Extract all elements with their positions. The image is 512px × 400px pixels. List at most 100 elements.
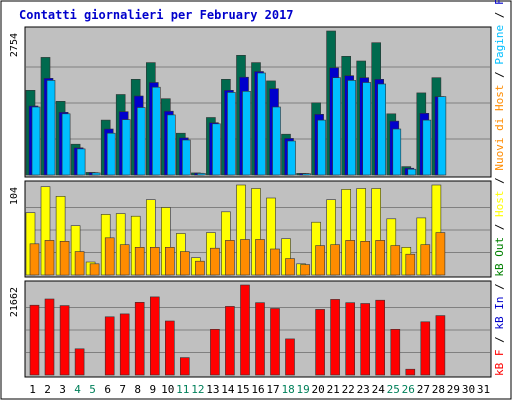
x-tick-label-day-9: 9: [149, 383, 156, 396]
bar-bot-kb-f-day-20: [315, 309, 325, 376]
bar-mid-nuovi-di-host-day-11: [180, 251, 190, 276]
panel-bot: [24, 280, 492, 378]
x-tick-label-day-25: 25: [387, 383, 400, 396]
bar-top-contatti-day-21: [332, 77, 341, 176]
x-tick-label-day-13: 13: [206, 383, 219, 396]
bar-top-contatti-day-25: [392, 128, 402, 176]
bar-mid-nuovi-di-host-day-27: [420, 244, 431, 276]
x-tick-label-day-28: 28: [432, 383, 445, 396]
bar-bot-kb-f-day-8: [134, 301, 145, 376]
bar-mid-nuovi-di-host-day-8: [134, 247, 145, 276]
bar-top-contatti-day-28: [437, 96, 447, 176]
bar-top-contatti-day-11: [182, 139, 191, 176]
x-tick-label-day-6: 6: [104, 383, 111, 396]
bar-bot-kb-f-day-22: [345, 302, 356, 376]
bar-bot-kb-f-day-14: [225, 306, 235, 376]
bar-mid-nuovi-di-host-day-7: [119, 244, 130, 276]
bar-bot-kb-f-day-13: [210, 328, 220, 376]
x-tick-label-day-23: 23: [357, 383, 370, 396]
bar-top-contatti-day-7: [121, 119, 131, 176]
y-max-label-top: 2754: [9, 33, 20, 57]
x-tick-label-day-14: 14: [221, 383, 235, 396]
bar-mid-nuovi-di-host-day-21: [330, 244, 340, 276]
x-tick-label-day-31: 31: [477, 383, 490, 396]
x-tick-label-day-24: 24: [372, 383, 386, 396]
bar-bot-kb-f-day-17: [270, 308, 280, 376]
bar-top-contatti-day-2: [46, 80, 56, 176]
y-max-labels: 2754 104 21662: [9, 33, 20, 317]
legend-separator: /: [493, 330, 506, 350]
bar-top-contatti-day-3: [61, 113, 71, 176]
bar-mid-nuovi-di-host-day-19: [300, 264, 310, 276]
legend-separator: /: [493, 5, 506, 25]
bar-top-contatti-day-1: [31, 106, 41, 176]
bar-mid-nuovi-di-host-day-15: [240, 239, 250, 276]
legend-item-nuovi-di-host: Nuovi di Host: [493, 85, 506, 171]
legend-item-kb-in: kB In: [493, 297, 506, 330]
bar-top-contatti-day-22: [347, 80, 357, 176]
x-tick-label-day-7: 7: [119, 383, 126, 396]
bar-mid-nuovi-di-host-day-10: [165, 247, 175, 276]
legend-separator: /: [493, 277, 506, 297]
bar-top-contatti-day-26: [407, 168, 417, 176]
bar-bot-kb-f-day-27: [420, 321, 431, 376]
bar-mid-nuovi-di-host-day-18: [285, 258, 295, 276]
x-tick-label-day-10: 10: [161, 383, 174, 396]
x-tick-label-day-22: 22: [342, 383, 355, 396]
bar-bot-kb-f-day-6: [104, 316, 115, 376]
x-tick-label-day-19: 19: [296, 383, 309, 396]
bar-top-contatti-day-18: [287, 140, 296, 176]
legend-separator: /: [493, 217, 506, 237]
x-tick-label-day-18: 18: [281, 383, 294, 396]
x-tick-label-day-3: 3: [59, 383, 66, 396]
legend-item-pagine: Pagine: [493, 25, 506, 65]
x-tick-label-day-15: 15: [236, 383, 249, 396]
bar-bot-kb-f-day-25: [390, 328, 401, 376]
bar-mid-nuovi-di-host-day-13: [210, 247, 220, 276]
bar-mid-nuovi-di-host-day-12: [195, 260, 205, 276]
x-tick-label-day-20: 20: [311, 383, 324, 396]
x-tick-label-day-26: 26: [402, 383, 415, 396]
bar-mid-nuovi-di-host-day-22: [345, 240, 356, 276]
bar-bot-kb-f-day-11: [180, 357, 190, 376]
x-tick-label-day-8: 8: [134, 383, 141, 396]
x-tick-label-day-29: 29: [447, 383, 460, 396]
y-max-label-mid: 104: [9, 187, 20, 205]
bar-bot-kb-f-day-9: [150, 296, 160, 376]
bar-mid-nuovi-di-host-day-4: [74, 251, 85, 276]
bar-mid-nuovi-di-host-day-28: [435, 232, 446, 276]
bar-top-contatti-day-19: [302, 173, 311, 176]
legend: kB F / kB In / kB Out / Host / Nuovi di …: [493, 0, 506, 376]
bar-top-contatti-day-9: [152, 86, 161, 176]
legend-separator: /: [493, 171, 506, 191]
x-tick-label-day-27: 27: [417, 383, 430, 396]
legend-item-kb-f: kB F: [493, 350, 506, 377]
x-tick-label-day-11: 11: [176, 383, 189, 396]
bar-top-contatti-day-15: [242, 91, 251, 176]
y-max-label-bot: 21662: [9, 287, 20, 317]
bar-top-contatti-day-17: [272, 106, 281, 176]
x-tick-label-day-2: 2: [44, 383, 51, 396]
bar-bot-kb-f-day-10: [165, 320, 175, 376]
bar-bot-kb-f-day-18: [285, 338, 295, 376]
bar-mid-nuovi-di-host-day-20: [315, 245, 325, 276]
bar-bot-kb-f-day-16: [255, 302, 265, 376]
bar-top-contatti-day-4: [76, 148, 86, 176]
bar-top-contatti-day-8: [136, 107, 146, 176]
x-tick-label-day-17: 17: [266, 383, 279, 396]
bar-mid-nuovi-di-host-day-17: [270, 248, 280, 276]
x-tick-label-day-21: 21: [327, 383, 340, 396]
chart-title: Contatti giornalieri per February 2017: [19, 8, 294, 22]
bar-mid-nuovi-di-host-day-23: [360, 241, 371, 276]
bar-mid-nuovi-di-host-day-25: [390, 245, 401, 276]
bar-mid-nuovi-di-host-day-5: [89, 263, 100, 276]
bar-bot-kb-f-day-23: [360, 303, 371, 376]
x-tick-label-day-5: 5: [89, 383, 96, 396]
bar-bot-kb-f-day-2: [44, 298, 55, 376]
bar-mid-nuovi-di-host-day-1: [29, 243, 40, 276]
legend-item-kb-out: kB Out: [493, 237, 506, 277]
